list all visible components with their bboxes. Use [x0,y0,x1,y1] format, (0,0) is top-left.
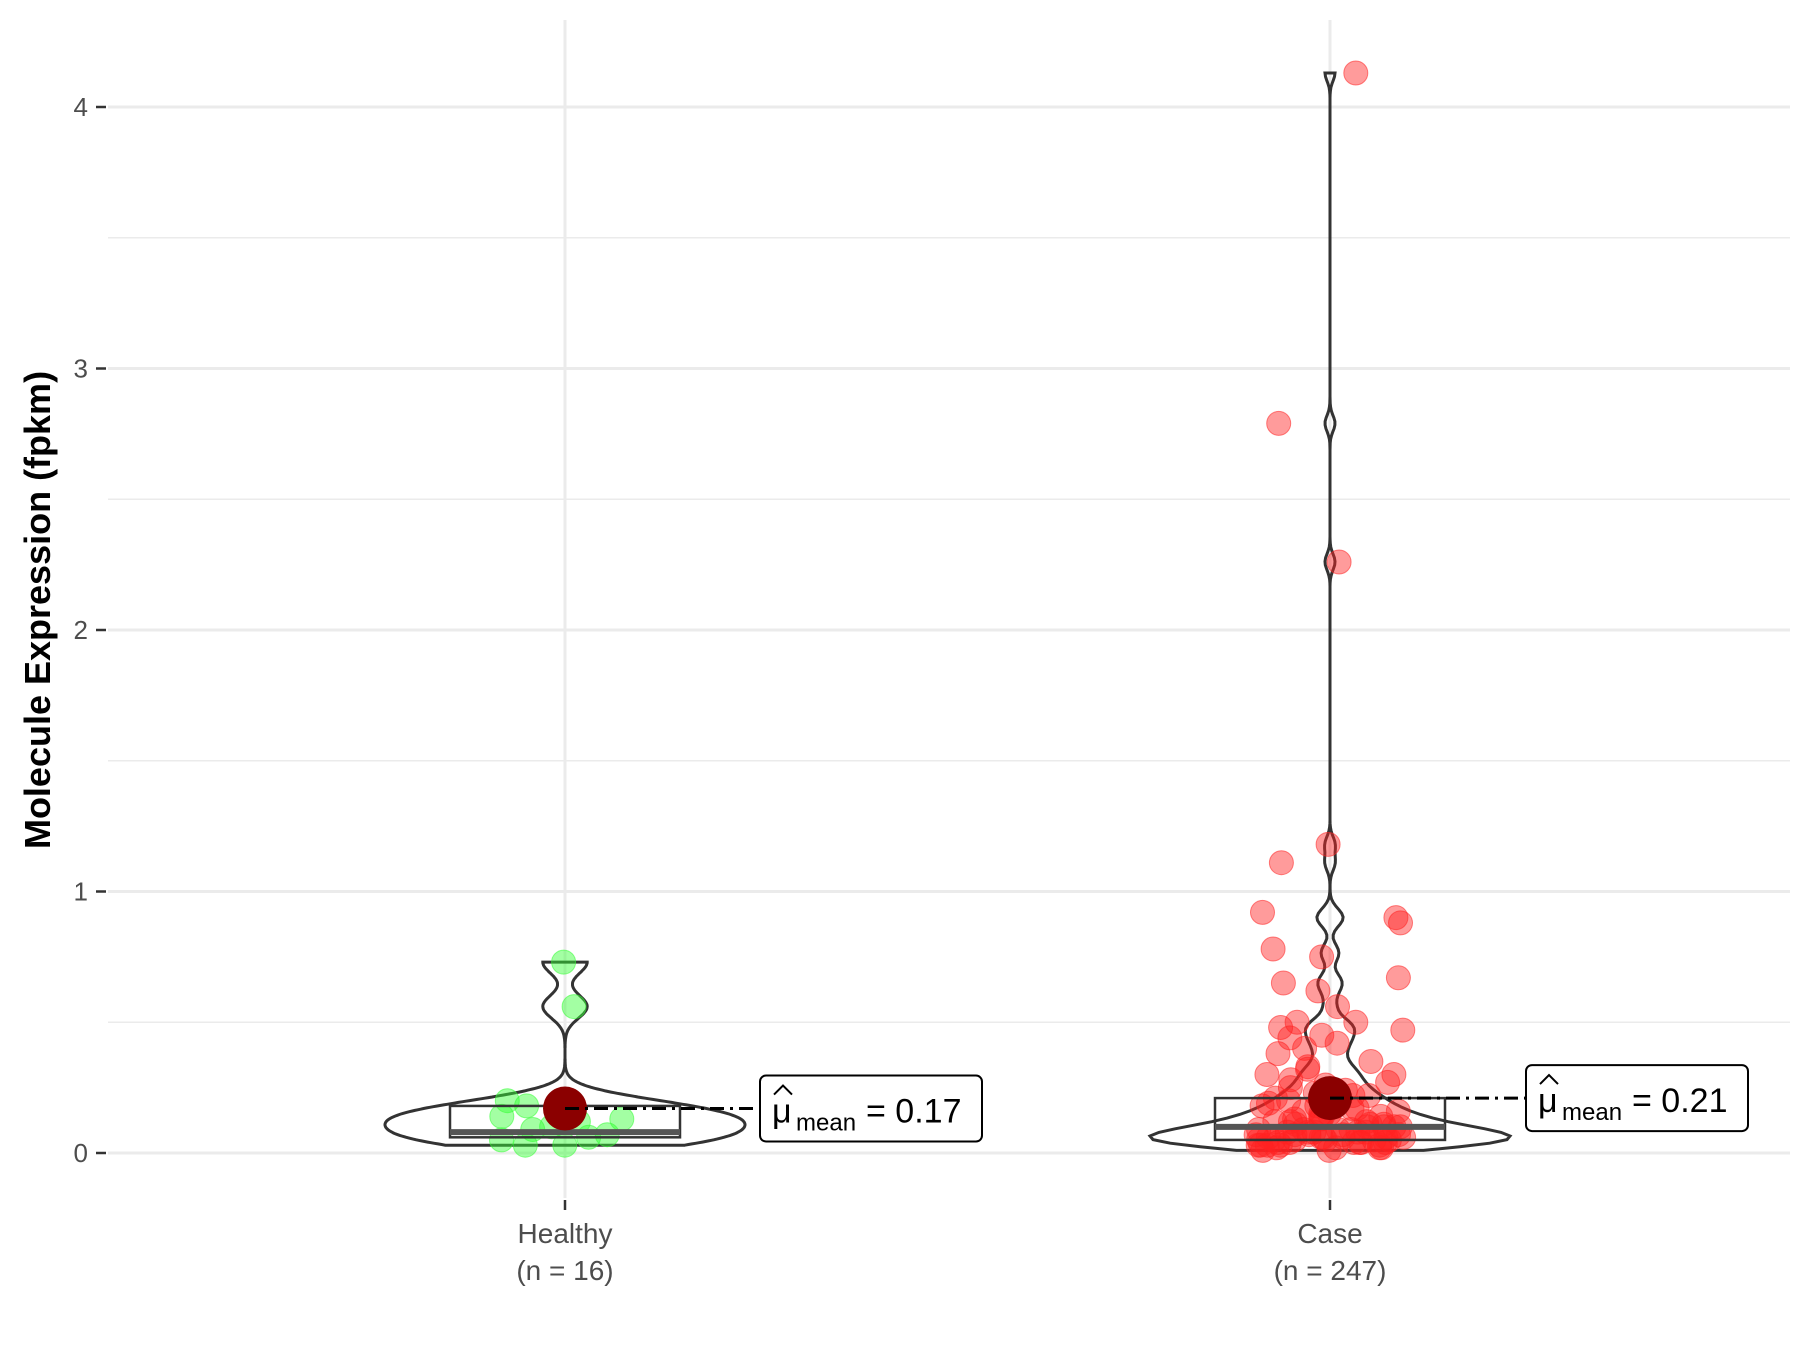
mean-value: = 0.17 [866,1093,961,1131]
data-point [1324,1030,1350,1056]
x-axis: Healthy (n = 16) Case (n = 247) [516,1200,1386,1286]
data-point [1309,944,1335,970]
data-point [1277,1130,1302,1155]
x-tick-sublabel: (n = 247) [1274,1255,1387,1286]
mean-subscript: mean [1562,1099,1622,1126]
data-point [1268,1015,1294,1040]
y-tick-label: 2 [74,615,88,645]
y-tick-label: 1 [74,877,88,907]
violins [383,71,1513,1152]
mean-value: = 0.21 [1632,1082,1727,1120]
data-point [1309,1022,1335,1048]
x-tick-label: Case [1297,1218,1362,1249]
mean-symbol: μ [772,1093,792,1131]
data-point [1388,910,1413,936]
data-point [1323,1135,1349,1161]
data-point [1254,1062,1280,1087]
data-point [1390,1017,1416,1043]
mean-symbol: μ [1538,1082,1558,1120]
data-point [1347,1130,1373,1155]
violin-case [1147,71,1513,1152]
x-tick-sublabel: (n = 16) [516,1255,613,1286]
data-point [1375,1069,1401,1095]
data-point [1358,1049,1384,1074]
y-tick-label: 0 [74,1138,88,1168]
data-point [1385,965,1411,991]
hat-icon [1539,1073,1559,1085]
data-point [1325,994,1350,1020]
data-point [551,949,577,975]
grid-lines [108,20,1790,1198]
data-points [489,60,1417,1163]
data-point [1250,1137,1276,1163]
data-point [1369,1135,1394,1161]
y-tick-label: 4 [74,92,88,122]
data-point [1260,936,1286,962]
data-point [1250,899,1275,925]
y-tick-label: 3 [74,354,88,384]
data-point [1343,60,1369,86]
mean-annotations: μ mean = 0.17 μ mean = 0.21 [565,1064,1749,1143]
data-point [1265,1041,1291,1067]
data-point [1383,905,1409,931]
data-point [1326,549,1352,575]
data-point [1268,850,1294,876]
data-point [1343,1009,1369,1035]
data-point [1316,1137,1342,1163]
data-point [1266,410,1292,436]
y-axis-label: Molecule Expression (fpkm) [17,371,58,849]
mean-label-box [1525,1064,1749,1133]
data-point [1278,1067,1304,1093]
x-tick-label: Healthy [518,1218,613,1249]
data-point [1305,978,1331,1004]
data-point [1270,970,1296,996]
mean-label-box [759,1074,983,1143]
data-point [489,1103,515,1129]
data-point [561,994,587,1020]
violin-healthy [383,960,747,1147]
data-point [1277,1075,1303,1101]
data-point [1284,1009,1310,1035]
mean-subscript: mean [796,1110,856,1137]
data-point [1292,1035,1318,1061]
y-axis: 0 1 2 3 4 [74,92,106,1168]
hat-icon [773,1084,793,1096]
data-point [1315,831,1341,857]
